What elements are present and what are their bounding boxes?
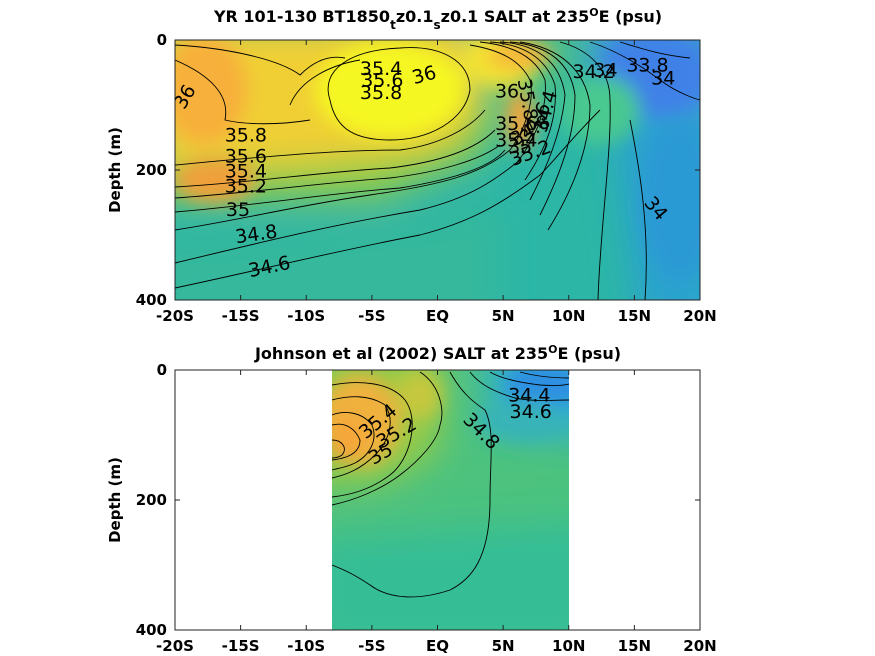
- top-contour-label: 35.8: [360, 82, 402, 104]
- top-contour-label: 35.6: [225, 146, 267, 168]
- bottom-title-part: Johnson et al (2002) SALT at 235: [254, 344, 548, 363]
- top-title-part: E (psu): [599, 7, 663, 26]
- top-x-ticks: -20S -15S -10S -5S EQ 5N 10N 15N 20N: [156, 40, 717, 325]
- top-x-tick-label: -20S: [156, 307, 194, 325]
- top-y-tick-label: 200: [136, 161, 167, 179]
- bottom-title-part: E (psu): [558, 344, 622, 363]
- top-contours: [175, 41, 700, 300]
- top-contour-label: 35.4: [225, 160, 267, 182]
- top-contour-label: 35: [226, 199, 250, 221]
- top-contour-label: 35.6: [495, 113, 537, 135]
- bottom-x-ticks: -20S -15S -10S -5S EQ 5N 10N 15N 20N: [156, 370, 717, 655]
- top-title-part: z0.1: [396, 7, 434, 26]
- top-x-tick-label: 5N: [492, 307, 515, 325]
- bottom-contours: [332, 371, 569, 598]
- top-panel: YR 101-130 BT1850tz0.1sz0.1 SALT at 235O…: [106, 6, 717, 326]
- top-contour-label: 34: [651, 68, 675, 90]
- top-y-tick-label: 400: [136, 291, 167, 309]
- top-contour-label: 34.2: [573, 61, 615, 83]
- top-x-tick-label: -5S: [358, 307, 385, 325]
- top-x-tick-label: 10N: [552, 307, 585, 325]
- top-y-tick-label: 0: [157, 31, 167, 49]
- bottom-x-tick-label: 20N: [683, 637, 716, 655]
- bottom-x-tick-label: 5N: [492, 637, 515, 655]
- bottom-y-tick-label: 200: [136, 491, 167, 509]
- bottom-x-tick-label: 10N: [552, 637, 585, 655]
- bottom-panel: Johnson et al (2002) SALT at 235OE (psu): [106, 343, 717, 656]
- top-title-part: O: [589, 6, 598, 19]
- bottom-contour-label: 34.4: [508, 385, 550, 407]
- top-title-part: s: [433, 18, 440, 32]
- bottom-x-tick-label: -5S: [358, 637, 385, 655]
- top-x-tick-label: 20N: [683, 307, 716, 325]
- top-x-tick-label: 15N: [618, 307, 651, 325]
- bottom-x-tick-label: -20S: [156, 637, 194, 655]
- top-contour-label: 35.4: [495, 129, 537, 151]
- bottom-title-part: O: [548, 343, 557, 356]
- top-title-part: YR 101-130 BT1850: [213, 7, 390, 26]
- top-contour-label: 35.4: [360, 58, 402, 80]
- top-contour-label: 35: [508, 136, 532, 158]
- bottom-heatmap: 34.434.634.835.435.235: [332, 370, 569, 630]
- bottom-y-label: Depth (m): [106, 457, 124, 543]
- top-contour-label: 35.8: [225, 125, 267, 147]
- top-x-tick-label: -10S: [287, 307, 325, 325]
- top-y-ticks: 0 200 400: [136, 31, 700, 309]
- top-x-tick-label: -15S: [222, 307, 260, 325]
- top-title: YR 101-130 BT1850tz0.1sz0.1 SALT at 235O…: [213, 6, 662, 33]
- top-x-tick-label: EQ: [426, 307, 449, 325]
- top-contour-label: 34: [593, 60, 617, 82]
- bottom-y-tick-label: 400: [136, 621, 167, 639]
- top-contour-label: 35.6: [361, 69, 403, 91]
- bottom-title: Johnson et al (2002) SALT at 235OE (psu): [254, 343, 621, 364]
- bottom-x-tick-label: 15N: [618, 637, 651, 655]
- top-contour-label: 33.8: [626, 55, 668, 77]
- top-heatmap: 35.435.635.8363635.835.635.435.23534.834…: [175, 40, 700, 300]
- top-title-part: t: [390, 18, 396, 32]
- bottom-y-tick-label: 0: [157, 361, 167, 379]
- bottom-x-tick-label: -10S: [287, 637, 325, 655]
- top-title-part: z0.1 SALT at 235: [441, 7, 590, 26]
- bottom-contour-label: 34.6: [510, 401, 552, 423]
- bottom-x-tick-label: EQ: [426, 637, 449, 655]
- top-contour-label: 35.2: [225, 175, 267, 197]
- bottom-y-ticks: 0 200 400: [136, 361, 700, 639]
- top-contour-label: 36: [495, 81, 519, 103]
- top-y-label: Depth (m): [106, 127, 124, 213]
- bottom-x-tick-label: -15S: [222, 637, 260, 655]
